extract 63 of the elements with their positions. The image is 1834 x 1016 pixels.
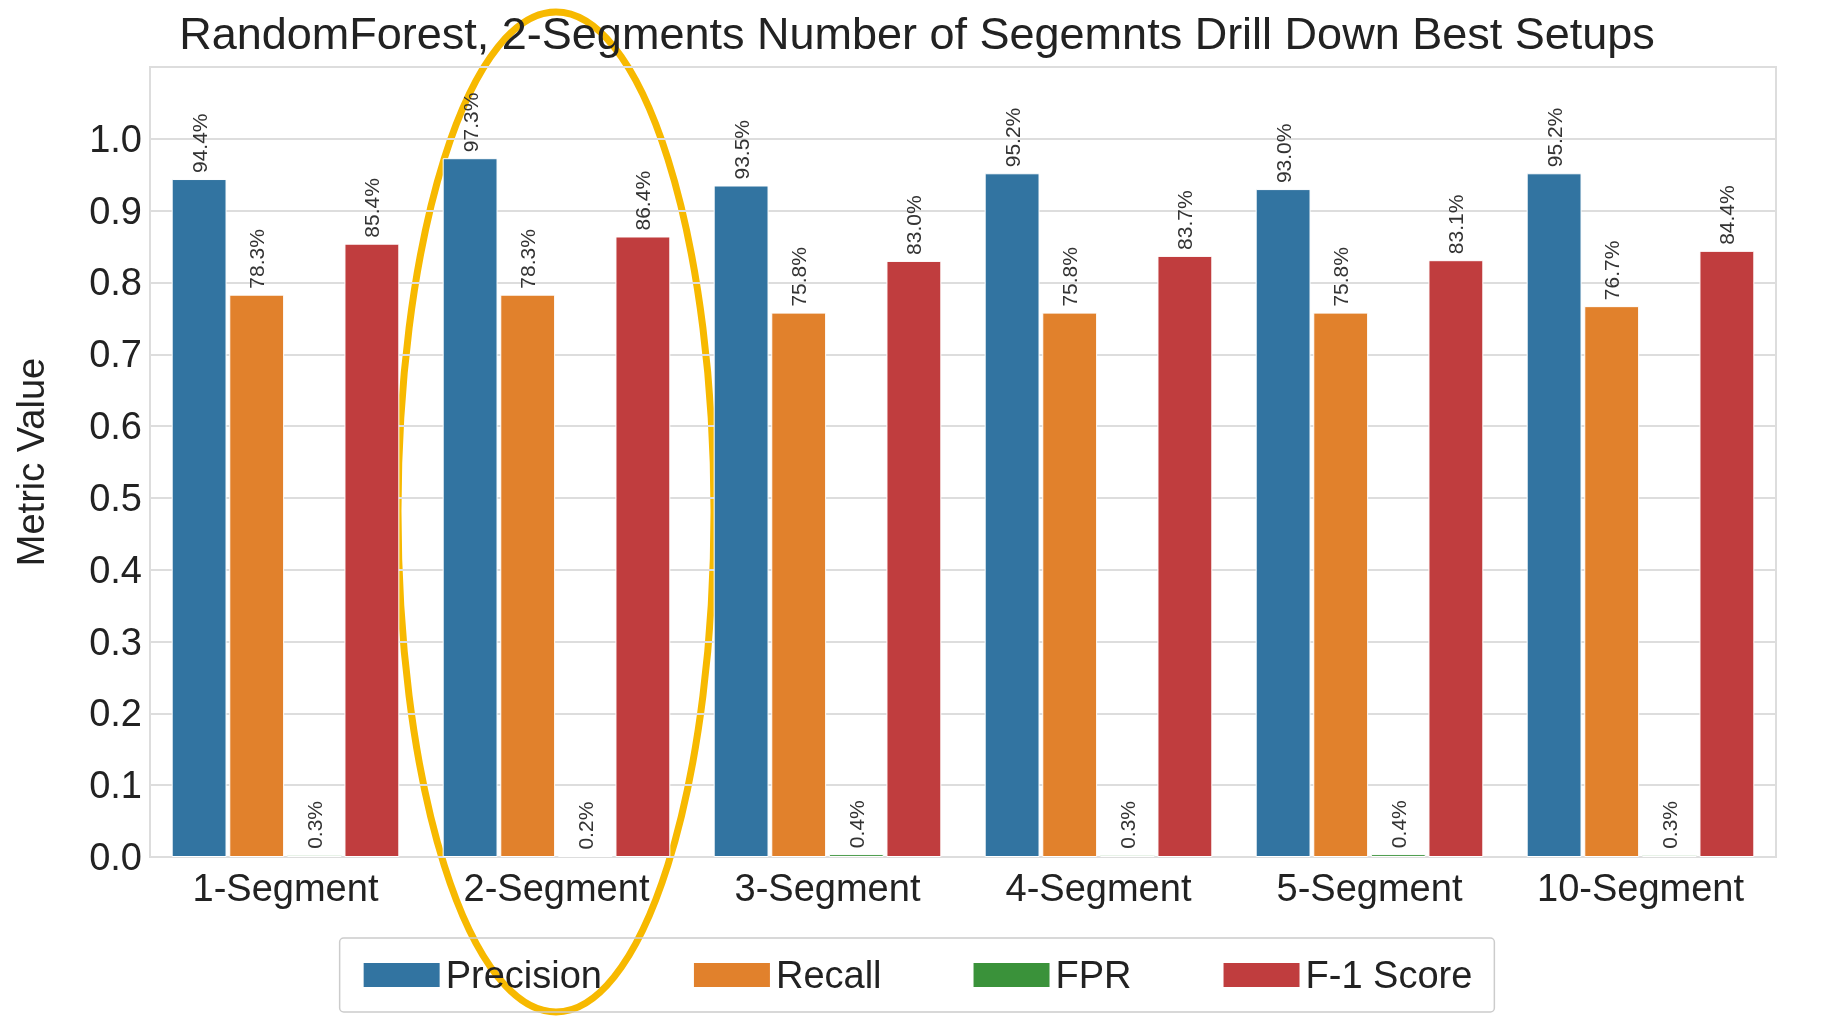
data-label: 78.3% — [245, 229, 269, 289]
bar — [1526, 173, 1582, 857]
y-tick-label: 0.6 — [89, 405, 142, 448]
x-tick-label: 10-Segment — [1536, 867, 1745, 909]
legend-label: F-1 Score — [1305, 954, 1473, 996]
data-label: 93.0% — [1271, 123, 1295, 184]
bar — [771, 312, 827, 857]
data-label: 78.3% — [516, 229, 540, 289]
bar — [442, 158, 498, 857]
bar — [886, 260, 942, 857]
bar — [1042, 312, 1098, 857]
data-label: 75.8% — [1329, 247, 1353, 307]
legend-label: FPR — [1055, 954, 1132, 996]
y-tick-label: 0.8 — [89, 261, 142, 304]
data-label: 75.8% — [787, 247, 811, 307]
bar — [984, 173, 1040, 857]
data-label: 97.3% — [458, 92, 482, 153]
data-label: 84.4% — [1715, 185, 1739, 245]
data-label: 94.4% — [187, 113, 211, 174]
y-tick-label: 0.1 — [89, 764, 142, 807]
data-label: 85.4% — [360, 178, 384, 238]
bar — [1584, 306, 1640, 857]
data-label: 0.4% — [844, 800, 868, 849]
x-tick-label: 4-Segment — [1005, 867, 1192, 909]
data-label: 95.2% — [1542, 107, 1566, 168]
data-label: 0.3% — [302, 800, 326, 849]
y-tick-label: 0.0 — [89, 836, 142, 878]
x-tick-label: 5-Segment — [1276, 867, 1463, 909]
x-tick-label: 3-Segment — [734, 867, 921, 909]
x-tick-label: 2-Segment — [463, 867, 650, 909]
y-tick-label: 0.4 — [89, 548, 142, 591]
data-label: 0.4% — [1386, 800, 1410, 849]
bar — [1255, 189, 1311, 857]
bar — [1428, 260, 1484, 857]
y-tick-label: 0.7 — [89, 333, 142, 376]
bar — [1313, 312, 1369, 857]
data-label: 0.2% — [573, 801, 597, 850]
bar — [171, 179, 227, 857]
y-tick-label: 1.0 — [89, 117, 142, 160]
data-label: 83.0% — [902, 195, 926, 255]
data-label: 86.4% — [631, 170, 655, 231]
data-label: 95.2% — [1000, 107, 1024, 168]
data-label: 0.3% — [1115, 800, 1139, 849]
legend-label: Recall — [775, 954, 882, 996]
data-label: 76.7% — [1600, 240, 1624, 301]
data-label: 83.7% — [1173, 190, 1197, 250]
bar — [344, 243, 400, 857]
bar — [713, 185, 769, 857]
y-axis-title: Metric Value — [10, 357, 52, 567]
data-label: 0.3% — [1657, 800, 1681, 849]
data-label: 93.5% — [729, 119, 753, 180]
bar — [615, 236, 671, 857]
y-tick-label: 0.5 — [89, 476, 142, 519]
data-label: 75.8% — [1058, 247, 1082, 307]
data-label: 83.1% — [1444, 194, 1468, 255]
bar — [229, 294, 285, 857]
bar — [1699, 250, 1755, 857]
bar — [500, 294, 556, 857]
y-tick-label: 0.3 — [89, 620, 142, 663]
y-tick-label: 0.9 — [89, 189, 142, 232]
bar — [1157, 255, 1213, 857]
x-tick-label: 1-Segment — [192, 867, 379, 909]
y-tick-label: 0.2 — [89, 692, 142, 735]
